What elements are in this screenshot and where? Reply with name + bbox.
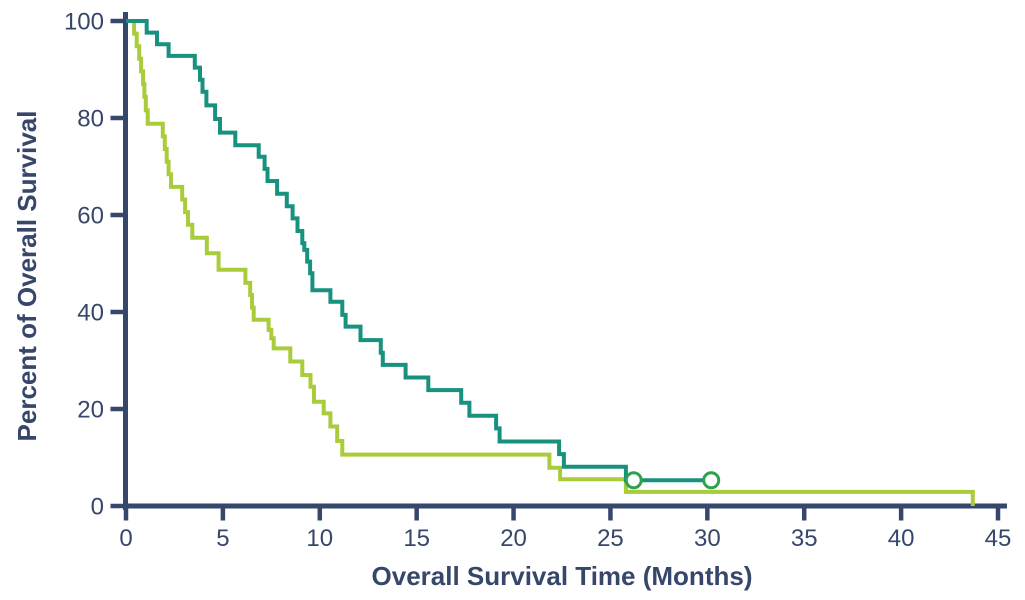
y-tick-label-60: 60 <box>77 203 104 230</box>
x-tick-label-5: 5 <box>216 525 229 552</box>
x-tick-label-25: 25 <box>597 525 624 552</box>
km-curve-survival-arm-teal <box>126 19 717 483</box>
x-tick-label-30: 30 <box>694 525 721 552</box>
x-tick-label-40: 40 <box>888 525 915 552</box>
x-tick-label-20: 20 <box>500 525 527 552</box>
y-tick-label-0: 0 <box>91 494 104 521</box>
x-tick-label-10: 10 <box>306 525 333 552</box>
censor-mark-icon <box>702 471 721 490</box>
x-tick-label-45: 45 <box>985 525 1012 552</box>
x-tick-label-15: 15 <box>403 525 430 552</box>
km-curve-survival-arm-lime <box>126 19 975 506</box>
y-axis-title: Percent of Overall Survival <box>12 111 42 442</box>
x-tick-label-0: 0 <box>119 525 132 552</box>
x-axis-title: Overall Survival Time (Months) <box>372 561 753 591</box>
y-tick-label-80: 80 <box>77 106 104 133</box>
x-tick-label-35: 35 <box>791 525 818 552</box>
censor-mark-icon <box>624 471 643 490</box>
y-tick-label-20: 20 <box>77 397 104 424</box>
y-tick-label-40: 40 <box>77 300 104 327</box>
y-tick-label-100: 100 <box>64 9 104 36</box>
